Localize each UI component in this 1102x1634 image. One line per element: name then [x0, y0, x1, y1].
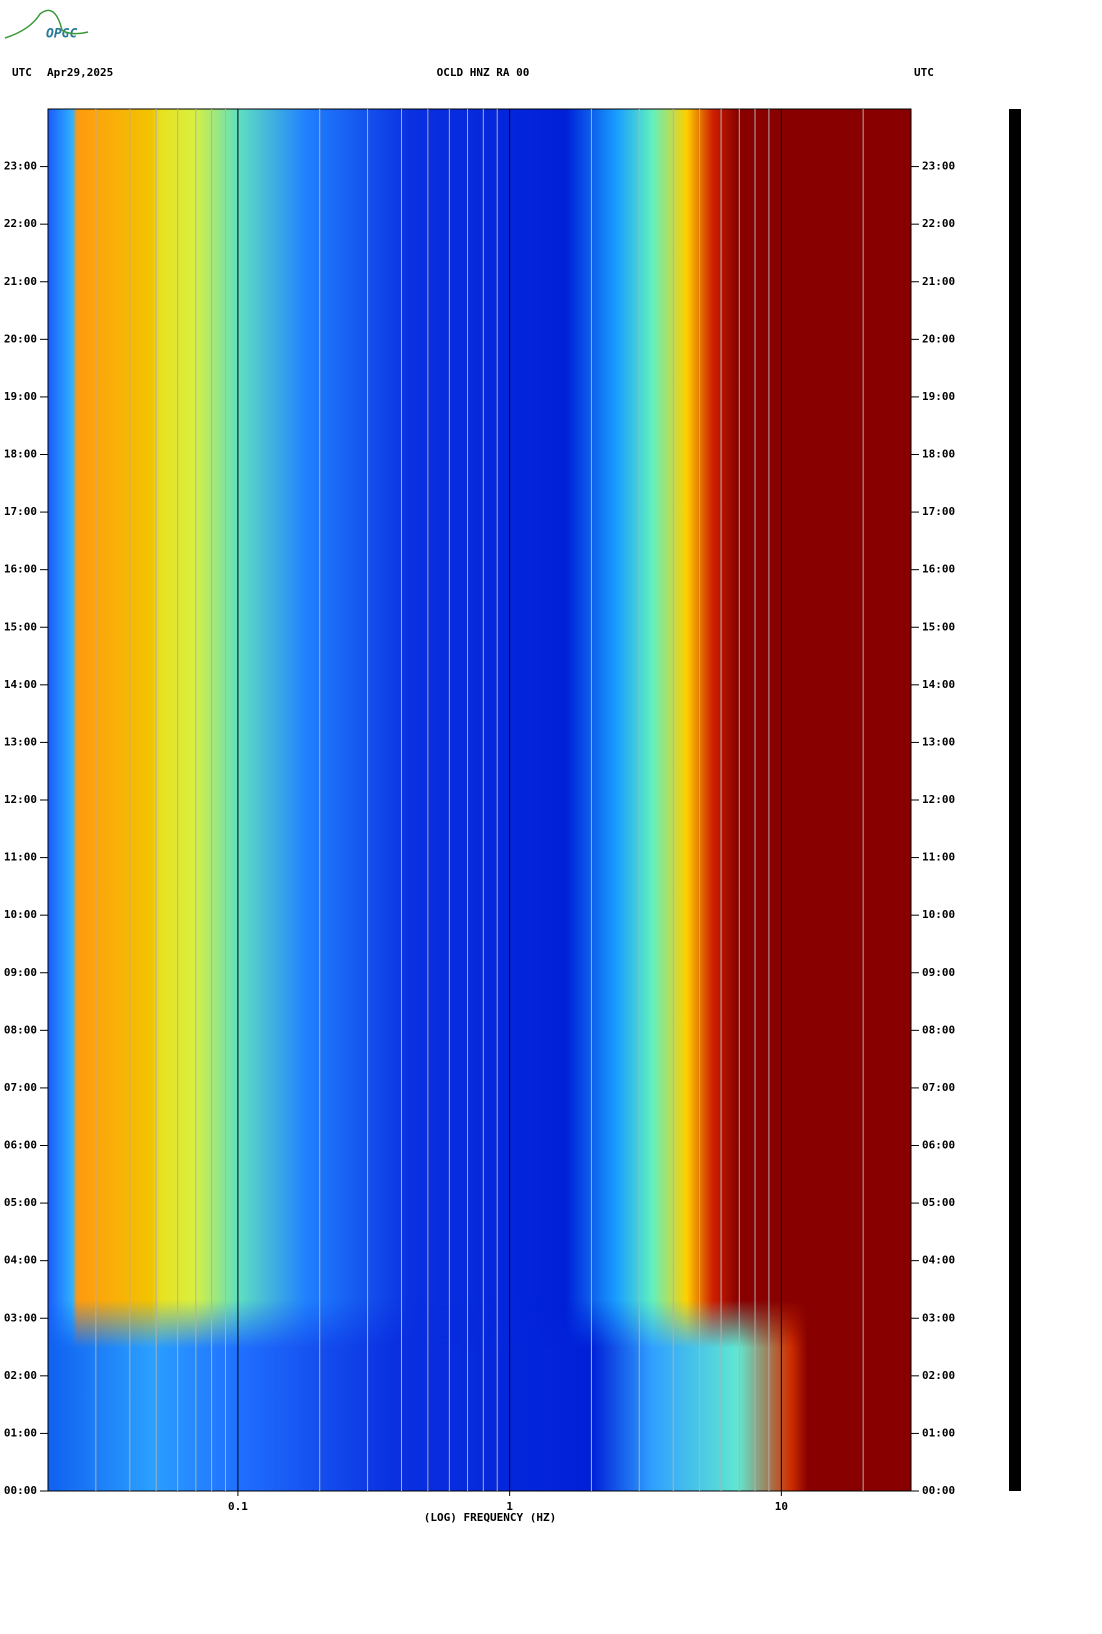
- y-tick-label-right: 20:00: [922, 332, 955, 345]
- spectrogram-quiet: [48, 1300, 911, 1491]
- y-tick-label: 21:00: [4, 275, 37, 288]
- y-tick-label: 13:00: [4, 735, 37, 748]
- seismogram: [1009, 109, 1021, 1491]
- y-tick-label-right: 13:00: [922, 735, 955, 748]
- left-label: UTC: [12, 66, 32, 79]
- y-tick-label: 18:00: [4, 448, 37, 461]
- y-tick-label: 06:00: [4, 1139, 37, 1152]
- y-tick-label-right: 11:00: [922, 851, 955, 864]
- y-tick-label: 23:00: [4, 160, 37, 173]
- y-tick-label: 04:00: [4, 1254, 37, 1267]
- y-tick-label-right: 23:00: [922, 160, 955, 173]
- y-tick-label: 19:00: [4, 390, 37, 403]
- y-tick-label-right: 12:00: [922, 793, 955, 806]
- y-tick-label-right: 16:00: [922, 563, 955, 576]
- y-tick-label-right: 22:00: [922, 217, 955, 230]
- y-tick-label-right: 05:00: [922, 1196, 955, 1209]
- logo: OPGC: [46, 27, 77, 42]
- logo-swoosh: [4, 9, 89, 39]
- y-tick-label-right: 02:00: [922, 1369, 955, 1382]
- x-tick-label: 0.1: [228, 1500, 248, 1513]
- y-tick-label-right: 09:00: [922, 966, 955, 979]
- y-tick-label-right: 04:00: [922, 1254, 955, 1267]
- chart-title: OCLD HNZ RA 00: [437, 66, 530, 79]
- x-tick-label: 10: [775, 1500, 788, 1513]
- spectrogram: [48, 109, 911, 1491]
- y-tick-label-right: 19:00: [922, 390, 955, 403]
- y-tick-label-right: 06:00: [922, 1139, 955, 1152]
- y-tick-label: 16:00: [4, 563, 37, 576]
- x-tick-label: 1: [506, 1500, 513, 1513]
- y-tick-label: 05:00: [4, 1196, 37, 1209]
- y-tick-label-right: 10:00: [922, 908, 955, 921]
- y-tick-label: 14:00: [4, 678, 37, 691]
- y-tick-label-right: 21:00: [922, 275, 955, 288]
- y-tick-label-right: 18:00: [922, 448, 955, 461]
- y-tick-label: 00:00: [4, 1484, 37, 1497]
- y-tick-label: 12:00: [4, 793, 37, 806]
- date: Apr29,2025: [47, 66, 113, 79]
- y-tick-label-right: 01:00: [922, 1426, 955, 1439]
- y-tick-label: 09:00: [4, 966, 37, 979]
- y-tick-label-right: 14:00: [922, 678, 955, 691]
- y-tick-label: 07:00: [4, 1081, 37, 1094]
- y-tick-label: 22:00: [4, 217, 37, 230]
- y-tick-label: 15:00: [4, 620, 37, 633]
- y-tick-label: 20:00: [4, 332, 37, 345]
- y-tick-label: 02:00: [4, 1369, 37, 1382]
- y-tick-label-right: 03:00: [922, 1311, 955, 1324]
- y-tick-label: 01:00: [4, 1426, 37, 1439]
- y-tick-label: 03:00: [4, 1311, 37, 1324]
- y-tick-label-right: 00:00: [922, 1484, 955, 1497]
- right-label: UTC: [914, 66, 934, 79]
- y-tick-label-right: 08:00: [922, 1023, 955, 1036]
- y-tick-label-right: 17:00: [922, 505, 955, 518]
- y-tick-label: 11:00: [4, 851, 37, 864]
- y-tick-label-right: 15:00: [922, 620, 955, 633]
- y-tick-label: 17:00: [4, 505, 37, 518]
- y-tick-label-right: 07:00: [922, 1081, 955, 1094]
- y-tick-label: 08:00: [4, 1023, 37, 1036]
- y-tick-label: 10:00: [4, 908, 37, 921]
- x-axis-label: (LOG) FREQUENCY (HZ): [424, 1511, 556, 1524]
